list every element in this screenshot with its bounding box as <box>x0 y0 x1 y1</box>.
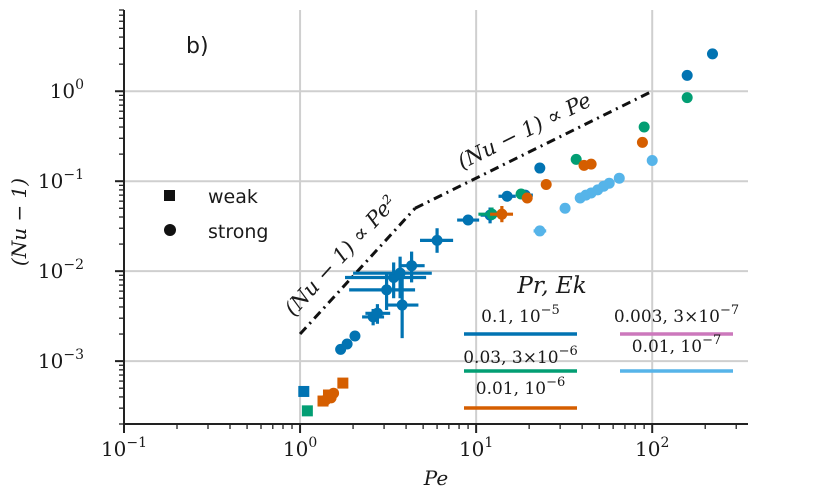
y-tick-label: 10−1 <box>38 167 84 193</box>
legend-weak-label: weak <box>208 186 258 208</box>
data-point-circle <box>540 178 552 190</box>
data-point-circle <box>638 121 650 133</box>
data-point-circle <box>521 192 533 204</box>
reference-line <box>298 207 417 336</box>
data-points <box>298 48 718 417</box>
marker-legend: weak strong <box>164 186 268 243</box>
panel-label: b) <box>186 34 209 59</box>
y-tick-label: 100 <box>50 77 84 103</box>
reference-line-label: (Nu − 1) ∝ Pe² <box>280 191 402 321</box>
grid <box>124 10 748 424</box>
x-tick-label: 101 <box>459 435 493 461</box>
series-legend-label: 0.03, 3×10−6 <box>463 344 578 368</box>
reference-lines: (Nu − 1) ∝ Pe²(Nu − 1) ∝ Pe <box>280 88 653 336</box>
reference-line <box>414 89 653 210</box>
data-point-circle <box>534 225 546 237</box>
y-tick-label: 10−2 <box>38 257 84 283</box>
legend-square-marker <box>164 190 175 201</box>
series-legend-label: 0.003, 3×10−7 <box>614 303 739 327</box>
data-point-circle <box>636 136 648 148</box>
data-point-circle <box>501 190 513 202</box>
legend-strong-label: strong <box>208 221 268 243</box>
x-tick-label: 10−1 <box>101 435 147 461</box>
data-point-circle <box>396 299 408 311</box>
data-point-circle <box>381 284 393 296</box>
data-point-circle <box>341 338 353 350</box>
data-point-circle <box>534 162 546 174</box>
series-legend: 0.1, 10−5 0.03, 3×10−6 0.01, 10−6 0.003, 3×… <box>463 303 739 410</box>
data-point-circle <box>681 92 693 104</box>
y-axis-title: (Nu − 1) <box>7 178 31 266</box>
data-point-circle <box>585 158 597 170</box>
data-point-circle <box>559 202 571 214</box>
data-point-circle <box>349 330 361 342</box>
legend-circle-marker <box>164 224 176 236</box>
data-point-circle <box>431 234 443 246</box>
x-tick-label: 100 <box>283 435 317 461</box>
series-legend-label: 0.01, 10−6 <box>476 375 565 399</box>
data-point-circle <box>325 392 337 404</box>
data-point-circle <box>570 153 582 165</box>
y-tick-label: 10−3 <box>38 347 84 373</box>
data-point-square <box>337 377 349 389</box>
data-point-square <box>301 405 313 417</box>
data-point-circle <box>406 260 418 272</box>
series-legend-label: 0.1, 10−5 <box>481 303 560 327</box>
data-point-circle <box>681 69 693 81</box>
series-legend-title: Pr, Ek <box>516 273 586 299</box>
data-point-circle <box>371 307 383 319</box>
data-point-circle <box>706 48 718 60</box>
axes: 10−1 100 101 102 10−3 10−2 10−1 100 <box>38 9 748 461</box>
data-point-circle <box>613 172 625 184</box>
data-point-square <box>298 385 310 397</box>
data-point-circle <box>603 177 615 189</box>
data-point-circle <box>496 208 508 220</box>
x-tick-label: 102 <box>635 435 669 461</box>
data-point-circle <box>394 267 406 279</box>
data-point-circle <box>646 154 658 166</box>
x-axis-title: Pe <box>423 466 448 490</box>
series-legend-label: 0.01, 10−7 <box>632 333 721 357</box>
data-point-circle <box>462 214 474 226</box>
